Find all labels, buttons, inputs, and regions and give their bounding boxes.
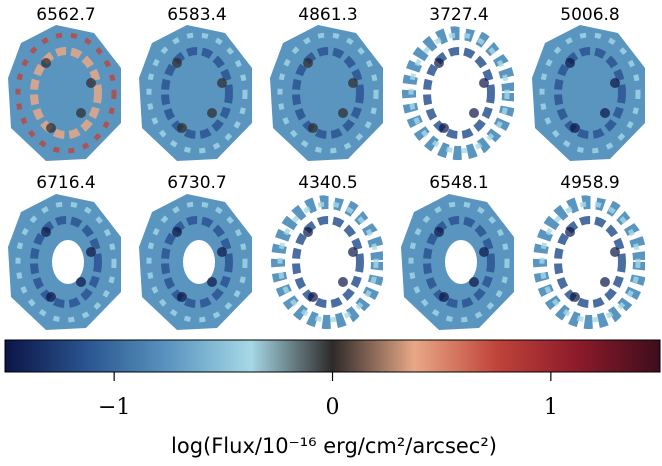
- map-base: [401, 25, 514, 161]
- map-spot: [41, 227, 51, 237]
- map-ring: [554, 47, 626, 139]
- panel-title: 6730.7: [167, 173, 226, 193]
- map-spot: [610, 247, 620, 257]
- map-ring: [423, 47, 495, 139]
- map-spot: [46, 123, 56, 133]
- flux-map: [270, 194, 383, 330]
- map-spot: [610, 78, 620, 88]
- map-spot: [600, 277, 610, 287]
- map-spot: [76, 108, 86, 118]
- flux-map: [401, 194, 514, 330]
- flux-map: [139, 25, 252, 161]
- map-hole: [183, 240, 215, 284]
- map-ring: [292, 216, 364, 308]
- map-spot: [172, 58, 182, 68]
- map-spot: [217, 78, 227, 88]
- map-base: [139, 25, 252, 161]
- map-spot: [434, 227, 444, 237]
- map-spot: [348, 78, 358, 88]
- map-spot: [303, 58, 313, 68]
- map-spot: [479, 247, 489, 257]
- tick-label: −1: [98, 395, 130, 420]
- map-spot: [348, 247, 358, 257]
- flux-map: [532, 25, 645, 161]
- panel-title: 6716.4: [36, 173, 95, 193]
- map-spot: [46, 292, 56, 302]
- map-spot: [177, 292, 187, 302]
- map-spot: [86, 247, 96, 257]
- tick-label: 0: [326, 395, 340, 420]
- map-spot: [207, 277, 217, 287]
- map-ring: [277, 32, 379, 154]
- panel-title: 4958.9: [560, 173, 619, 193]
- flux-map: [270, 25, 383, 161]
- map-base: [8, 25, 121, 161]
- map-ring: [15, 201, 117, 323]
- map-hole: [445, 240, 477, 284]
- map-spot: [469, 108, 479, 118]
- map-ring: [423, 216, 495, 308]
- map-ring: [30, 47, 102, 139]
- map-ring: [30, 216, 102, 308]
- map-ring: [161, 216, 233, 308]
- map-spot: [76, 277, 86, 287]
- map-spot: [308, 292, 318, 302]
- map-ring: [277, 201, 379, 323]
- map-ring: [146, 32, 248, 154]
- colorbar-label: log(Flux/10⁻¹⁶ erg/cm²/arcsec²): [171, 434, 497, 458]
- map-spot: [479, 78, 489, 88]
- map-spot: [439, 123, 449, 133]
- colorbar: [4, 339, 661, 373]
- flux-map: [8, 194, 121, 330]
- panel-title: 4340.5: [298, 173, 357, 193]
- map-base: [532, 194, 645, 330]
- map-ring: [15, 32, 117, 154]
- flux-map: [532, 194, 645, 330]
- map-ring: [161, 47, 233, 139]
- map-spot: [338, 108, 348, 118]
- panel-title: 4861.3: [298, 5, 357, 25]
- flux-map: [8, 25, 121, 161]
- map-ring: [146, 201, 248, 323]
- map-spot: [469, 277, 479, 287]
- map-spot: [570, 123, 580, 133]
- map-ring: [539, 32, 641, 154]
- map-base: [532, 25, 645, 161]
- map-spot: [308, 123, 318, 133]
- map-spot: [86, 78, 96, 88]
- flux-map: [139, 194, 252, 330]
- tick-label: 1: [544, 395, 558, 420]
- panel-title: 6562.7: [36, 5, 95, 25]
- map-spot: [172, 227, 182, 237]
- map-spot: [303, 227, 313, 237]
- map-ring: [539, 201, 641, 323]
- map-hole: [52, 240, 84, 284]
- map-spot: [338, 277, 348, 287]
- map-base: [270, 25, 383, 161]
- map-ring: [292, 47, 364, 139]
- panel-title: 5006.8: [560, 5, 619, 25]
- map-spot: [434, 58, 444, 68]
- map-spot: [439, 292, 449, 302]
- map-ring: [408, 201, 510, 323]
- map-spot: [570, 292, 580, 302]
- map-spot: [565, 227, 575, 237]
- panel-title: 6548.1: [429, 173, 488, 193]
- panel-title: 3727.4: [429, 5, 488, 25]
- flux-map: [401, 25, 514, 161]
- map-spot: [565, 58, 575, 68]
- map-spot: [217, 247, 227, 257]
- map-ring: [408, 32, 510, 154]
- panel-title: 6583.4: [167, 5, 226, 25]
- map-spot: [41, 58, 51, 68]
- map-spot: [177, 123, 187, 133]
- map-spot: [600, 108, 610, 118]
- map-spot: [207, 108, 217, 118]
- map-ring: [554, 216, 626, 308]
- map-base: [270, 194, 383, 330]
